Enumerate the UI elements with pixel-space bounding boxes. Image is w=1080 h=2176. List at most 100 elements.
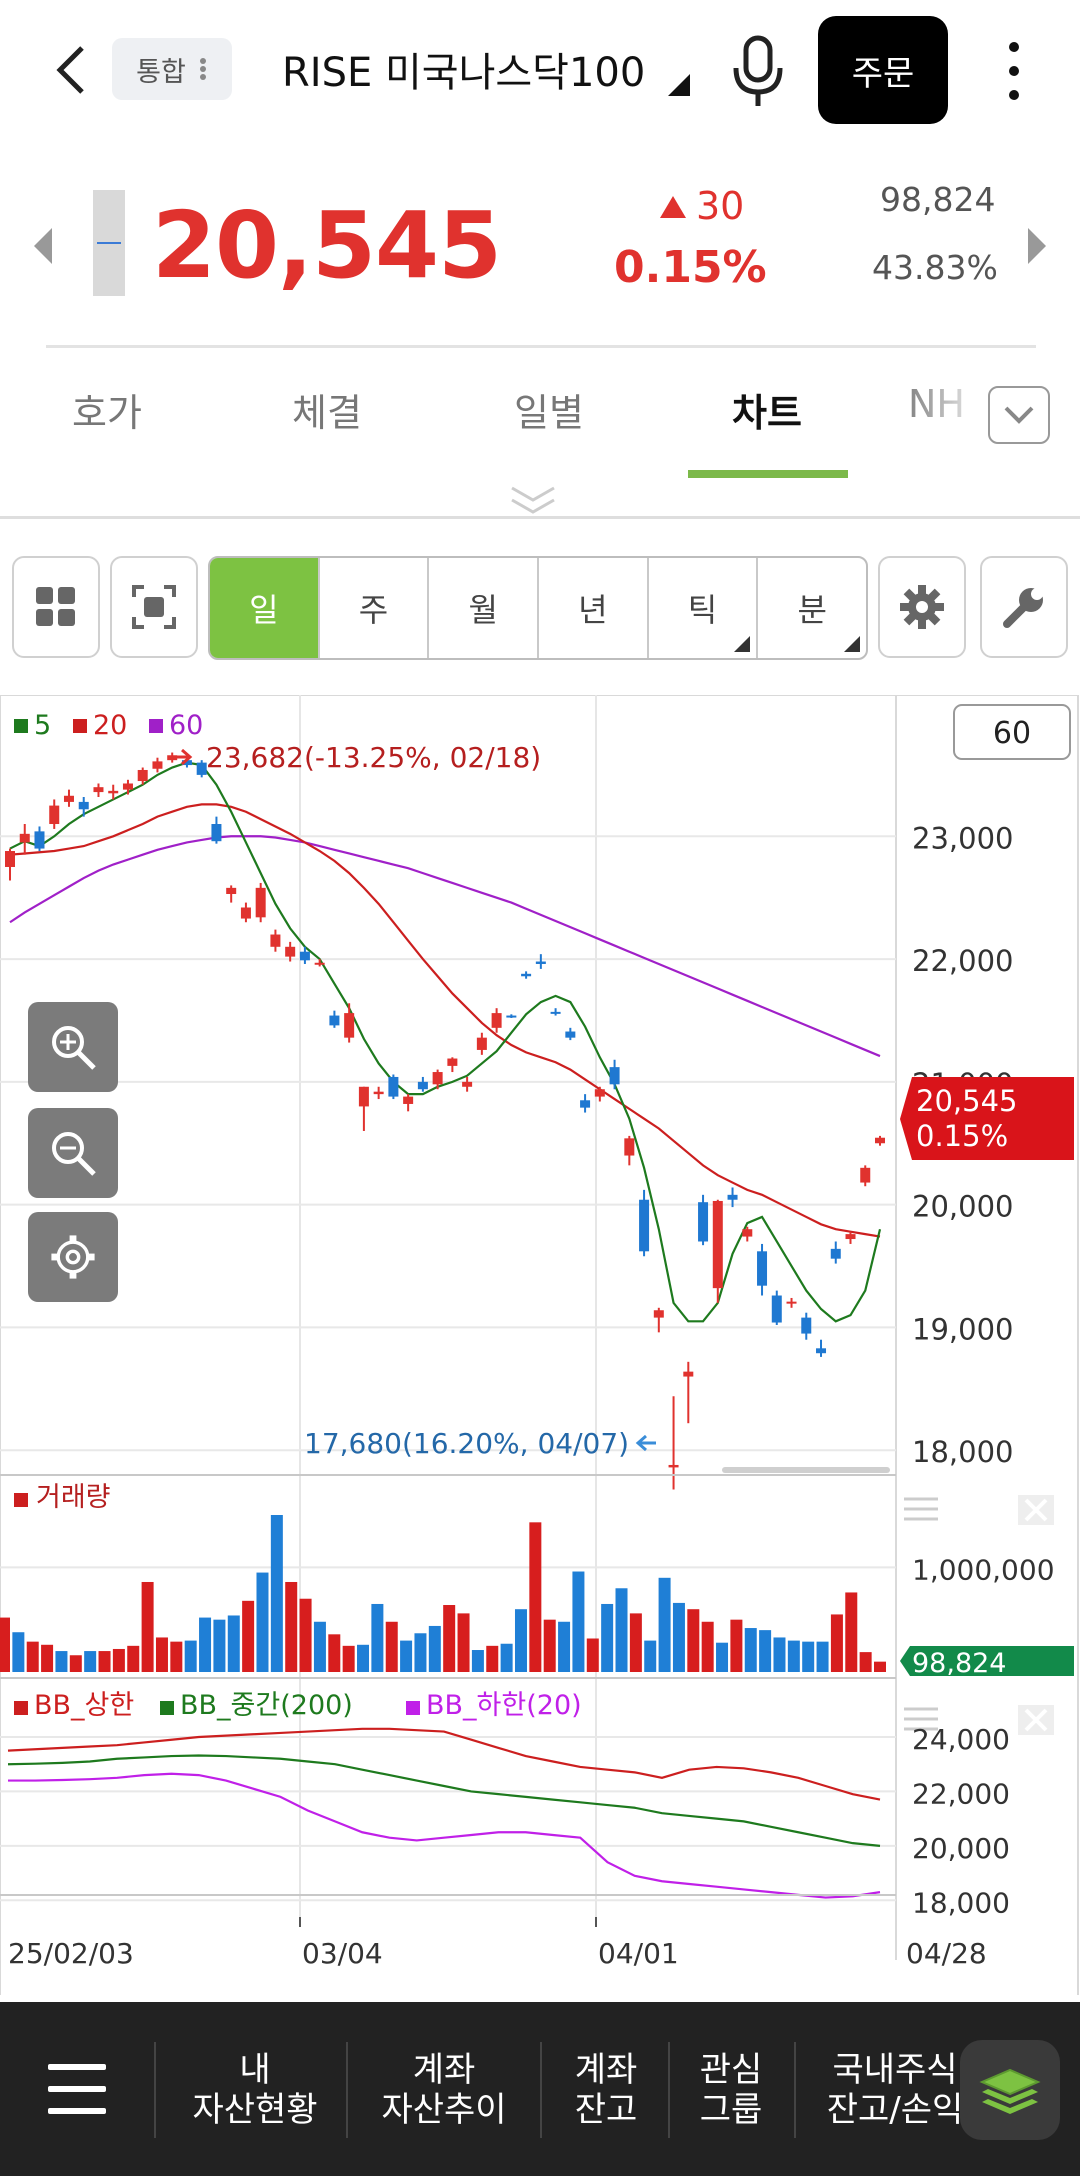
chart-settings-button[interactable] xyxy=(878,556,966,658)
nav-domestic-stock[interactable]: 국내주식 잔고/손익 xyxy=(826,2050,964,2130)
candle-body xyxy=(255,887,266,918)
candle-body xyxy=(211,824,222,842)
legend-swatch xyxy=(14,719,28,733)
high-arrow-icon xyxy=(172,748,193,766)
volume-bar xyxy=(256,1572,269,1672)
collapse-handle[interactable] xyxy=(508,484,558,522)
ma20-line xyxy=(9,803,881,1238)
volume-bar xyxy=(242,1600,255,1672)
candle-body xyxy=(196,762,207,775)
order-button[interactable]: 주문 xyxy=(818,16,948,124)
volume-bar xyxy=(529,1522,542,1672)
x-tick-label: 04/01 xyxy=(598,1937,679,1970)
hamburger-line xyxy=(48,2064,106,2070)
nav-watch-group[interactable]: 관심 그룹 xyxy=(699,2050,763,2130)
candle-body xyxy=(447,1058,458,1066)
candle-body xyxy=(432,1072,443,1085)
zoom-in-button[interactable] xyxy=(28,1002,118,1092)
volume-bar xyxy=(112,1648,125,1672)
next-stock-arrow-icon[interactable] xyxy=(1028,228,1046,264)
candle-body xyxy=(624,1138,635,1156)
volume-bar xyxy=(170,1641,183,1672)
candle-body xyxy=(462,1081,473,1087)
chart-options-button[interactable] xyxy=(28,1212,118,1302)
period-tick[interactable]: 틱 xyxy=(649,558,759,658)
hamburger-menu-icon[interactable] xyxy=(48,2064,106,2114)
screenshot-icon xyxy=(132,585,176,629)
x-tick-label: 25/02/03 xyxy=(8,1937,134,1970)
tab-chart[interactable]: 차트 xyxy=(732,391,802,435)
tools-button[interactable] xyxy=(980,556,1068,658)
candle-body xyxy=(108,790,119,794)
volume-bar xyxy=(830,1614,843,1672)
volume-bar xyxy=(514,1609,527,1672)
period-year[interactable]: 년 xyxy=(539,558,649,658)
tabs-expand-button[interactable] xyxy=(988,386,1050,444)
zoom-out-button[interactable] xyxy=(28,1108,118,1198)
candle-body xyxy=(181,760,192,766)
volume-bar xyxy=(701,1621,714,1672)
candle-body xyxy=(49,805,60,825)
panel-drag-icon xyxy=(904,1497,938,1521)
tab-hoga[interactable]: 호가 xyxy=(72,391,142,435)
layers-icon xyxy=(979,2068,1041,2114)
volume-bar xyxy=(0,1617,10,1672)
stock-title[interactable]: RISE 미국나스닥100 xyxy=(282,50,646,96)
volume-bar xyxy=(98,1651,111,1672)
nav-my-assets[interactable]: 내 자산현황 xyxy=(192,2050,318,2130)
prev-stock-arrow-icon[interactable] xyxy=(34,228,52,264)
hamburger-line xyxy=(48,2108,106,2114)
volume-bar xyxy=(874,1661,886,1672)
volume-bar xyxy=(155,1637,168,1672)
period-month[interactable]: 월 xyxy=(429,558,540,658)
volume-bar xyxy=(227,1615,240,1672)
x-tick-label: 03/04 xyxy=(302,1937,383,1970)
layers-button[interactable] xyxy=(960,2040,1060,2140)
candle-body xyxy=(771,1295,782,1323)
nav-separator xyxy=(154,2042,156,2138)
volume-bar xyxy=(270,1515,283,1672)
candle-body xyxy=(314,962,325,965)
candle-body xyxy=(137,769,148,782)
volume-bar xyxy=(773,1637,786,1672)
layout-button[interactable] xyxy=(12,556,100,658)
title-dropdown-icon[interactable] xyxy=(668,74,690,96)
volume-bar xyxy=(572,1571,585,1672)
volume-bar xyxy=(285,1581,298,1672)
nav-account-balance[interactable]: 계좌 잔고 xyxy=(574,2050,638,2130)
period-minute[interactable]: 분 xyxy=(758,558,866,658)
period-week[interactable]: 주 xyxy=(320,558,430,658)
volume-bar xyxy=(816,1641,829,1672)
mic-button[interactable] xyxy=(728,34,788,110)
candle-body xyxy=(565,1031,576,1038)
volume-bar xyxy=(787,1640,800,1672)
candle-body xyxy=(742,1229,753,1237)
capture-button[interactable] xyxy=(110,556,198,658)
volume-bar xyxy=(759,1630,772,1672)
nav-account-trend[interactable]: 계좌 자산추이 xyxy=(381,2050,507,2130)
stock-chart[interactable]: 23,00022,00021,00020,00019,00018,0005206… xyxy=(0,695,1080,1995)
volume-bar xyxy=(127,1645,140,1672)
candle-body xyxy=(299,951,310,961)
bb-legend-label: BB_상한 xyxy=(34,1690,134,1721)
more-menu-button[interactable] xyxy=(996,36,1032,106)
period-day[interactable]: 일 xyxy=(210,558,320,658)
candle-body xyxy=(521,973,532,977)
current-price: 20,545 xyxy=(152,192,502,299)
tab-daily[interactable]: 일별 xyxy=(514,391,584,435)
bb-legend-label: BB_하한(20) xyxy=(426,1690,582,1721)
microphone-icon xyxy=(733,35,783,106)
volume-bar xyxy=(629,1613,642,1672)
candle-body xyxy=(373,1091,384,1095)
candle-body xyxy=(653,1310,664,1318)
tab-trades[interactable]: 체결 xyxy=(292,391,362,435)
candle-body xyxy=(875,1137,885,1144)
period-year-label: 년 xyxy=(578,591,608,629)
volume-bar xyxy=(428,1625,441,1672)
market-tag-button[interactable]: 통합 xyxy=(112,38,232,100)
candle-body xyxy=(698,1202,709,1242)
candle-body xyxy=(683,1371,694,1377)
back-button[interactable] xyxy=(40,30,100,110)
gear-icon xyxy=(900,585,944,629)
candle-body xyxy=(285,946,296,957)
